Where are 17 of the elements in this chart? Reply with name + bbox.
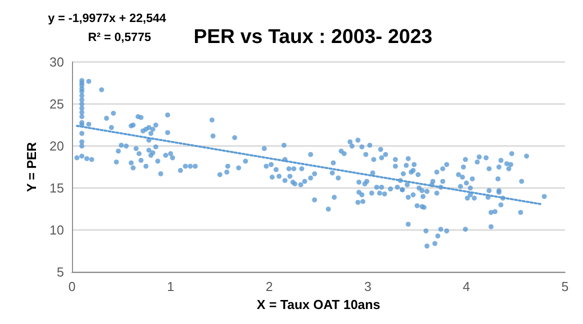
- text: R² = 0,5775: [88, 30, 152, 44]
- y-tick-label: 5: [56, 264, 64, 280]
- x-tick-label: 4: [462, 279, 470, 294]
- y-tick-label: 15: [50, 180, 64, 196]
- x-axis-title: X = Taux OAT 10ans: [256, 297, 380, 312]
- y-tick-label: 10: [50, 222, 64, 238]
- y-tick-label: 30: [50, 54, 64, 70]
- y-axis-title: Y = PER: [24, 141, 39, 192]
- y-tick-label: 25: [50, 96, 64, 112]
- x-tick-label: 3: [364, 279, 372, 294]
- y-tick-label: 20: [50, 138, 64, 154]
- x-tick-label: 2: [266, 279, 273, 294]
- x-tick-label: 1: [166, 279, 174, 294]
- x-tick-label: 5: [561, 279, 569, 294]
- x-tick-label: 0: [68, 279, 76, 294]
- chart-title: PER vs Taux : 2003- 2023: [194, 26, 432, 48]
- text: y = -1,9977x + 22,544: [48, 11, 166, 25]
